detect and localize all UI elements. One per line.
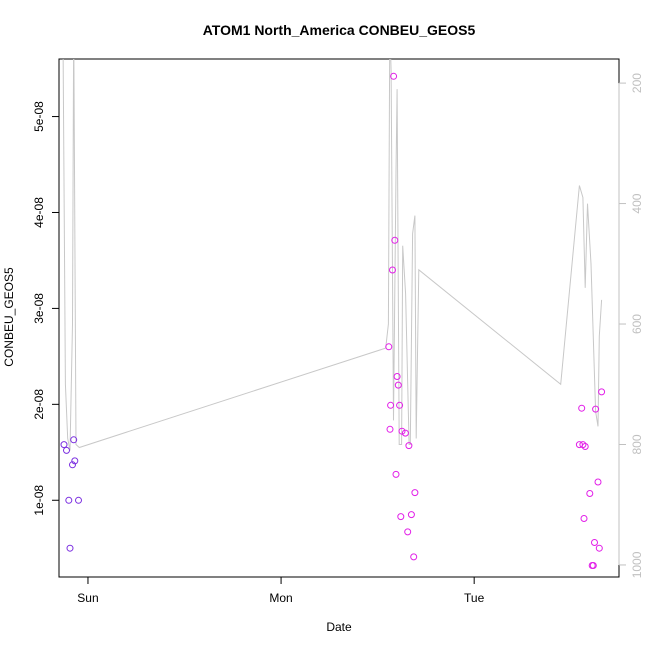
series-line-group bbox=[62, 59, 603, 451]
data-point bbox=[411, 489, 419, 497]
data-point bbox=[390, 72, 398, 80]
data-point bbox=[75, 496, 82, 504]
data-point bbox=[594, 478, 602, 486]
y-right-tick-label: 600 bbox=[630, 314, 644, 334]
data-point bbox=[392, 470, 400, 478]
data-point bbox=[65, 496, 73, 504]
chart-title: ATOM1 North_America CONBEU_GEOS5 bbox=[203, 22, 476, 38]
data-point bbox=[407, 511, 415, 519]
y-right-tick-label: 800 bbox=[630, 434, 644, 454]
data-point bbox=[578, 404, 586, 412]
data-point bbox=[389, 266, 396, 274]
data-point bbox=[386, 425, 394, 433]
data-point bbox=[598, 388, 606, 396]
data-point bbox=[60, 441, 68, 449]
plot-frame bbox=[58, 58, 620, 578]
data-point bbox=[385, 343, 393, 351]
y-tick-label: 4e-08 bbox=[32, 197, 46, 228]
data-point bbox=[393, 373, 401, 380]
data-point bbox=[580, 515, 588, 522]
data-point bbox=[579, 441, 587, 449]
x-tick-label: Sun bbox=[77, 591, 98, 605]
data-point bbox=[401, 429, 409, 437]
data-point bbox=[396, 401, 404, 409]
data-point bbox=[63, 446, 70, 454]
data-point bbox=[387, 401, 395, 409]
x-axis-label: Date bbox=[326, 620, 352, 634]
data-point bbox=[586, 490, 594, 497]
data-point bbox=[397, 513, 405, 521]
y-right-tick-label: 400 bbox=[630, 193, 644, 213]
data-point bbox=[398, 427, 406, 435]
y-axis-right: 200 400 600 800 1000 bbox=[618, 73, 644, 578]
data-point bbox=[405, 442, 413, 450]
y-axis-label: CONBEU_GEOS5 bbox=[2, 267, 16, 367]
data-point bbox=[70, 436, 78, 444]
data-point bbox=[591, 539, 598, 546]
data-point bbox=[69, 461, 76, 469]
series-line bbox=[62, 59, 603, 451]
y-tick-label: 2e-08 bbox=[32, 389, 46, 420]
x-axis: Sun Mon Tue bbox=[77, 576, 485, 605]
data-point bbox=[66, 544, 74, 552]
y-axis-left: 1e-08 2e-08 3e-08 4e-08 5e-08 bbox=[32, 101, 60, 516]
y-tick-label: 5e-08 bbox=[32, 101, 46, 132]
data-point bbox=[595, 544, 603, 552]
data-point bbox=[391, 236, 399, 244]
y-tick-label: 1e-08 bbox=[32, 485, 46, 516]
points-group bbox=[60, 72, 606, 569]
y-right-tick-label: 1000 bbox=[630, 551, 644, 578]
data-point bbox=[394, 381, 402, 389]
data-point bbox=[404, 528, 412, 536]
data-point bbox=[71, 457, 79, 465]
data-point bbox=[592, 405, 600, 413]
y-tick-label: 3e-08 bbox=[32, 293, 46, 324]
data-point bbox=[581, 443, 589, 450]
data-point bbox=[589, 562, 597, 569]
x-tick-label: Tue bbox=[464, 591, 485, 605]
x-tick-label: Mon bbox=[269, 591, 292, 605]
y-right-tick-label: 200 bbox=[630, 73, 644, 93]
data-point bbox=[410, 553, 418, 561]
